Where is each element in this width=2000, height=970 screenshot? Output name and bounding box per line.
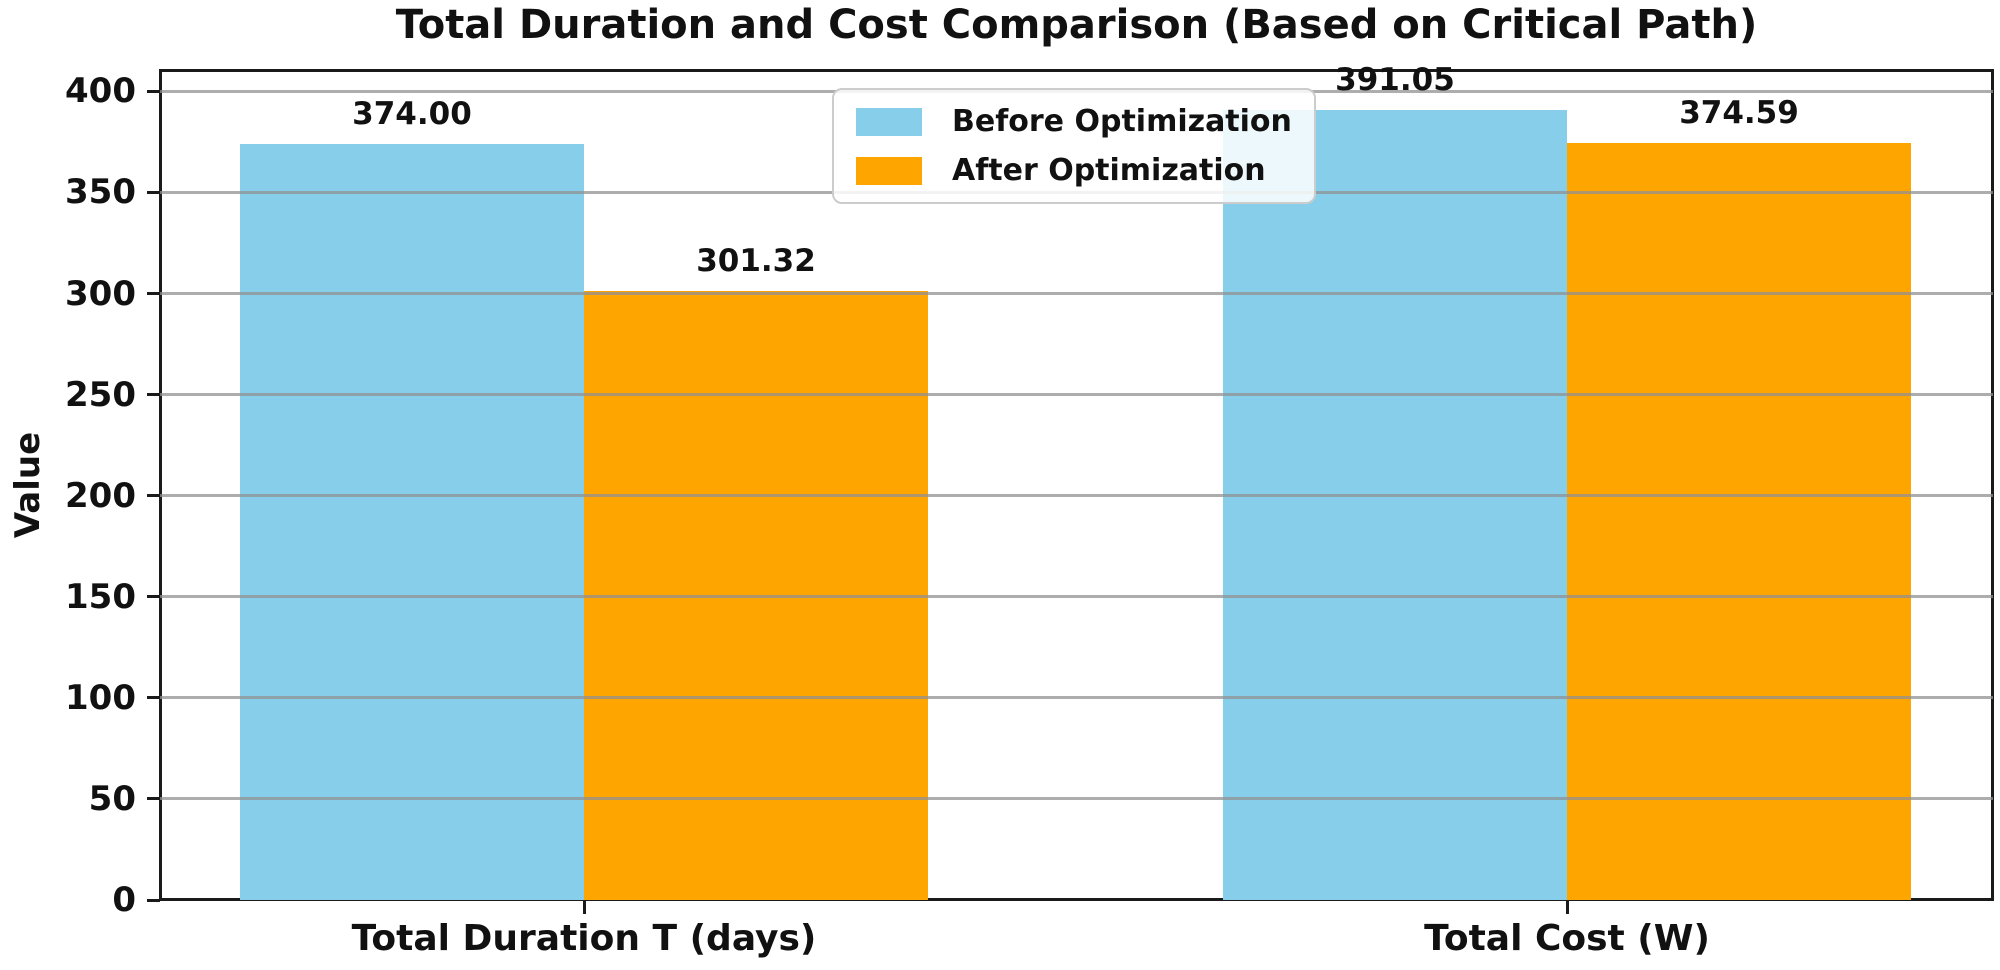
- legend-swatch: [856, 107, 922, 136]
- y-tick: [147, 190, 160, 194]
- y-tick-label: 0: [112, 880, 136, 920]
- y-tick-label: 400: [65, 71, 136, 112]
- legend-label: Before Optimization: [952, 104, 1292, 139]
- bar-value-label: 301.32: [696, 242, 816, 279]
- y-tick-label: 350: [65, 172, 136, 213]
- legend: Before Optimization After Optimization: [832, 88, 1316, 204]
- x-tick: [582, 900, 586, 914]
- y-tick-label: 300: [65, 273, 136, 314]
- bar-value-label: 374.00: [352, 96, 472, 132]
- y-tick-label: 250: [65, 374, 136, 415]
- x-tick-label: Total Cost (W): [1424, 918, 1710, 959]
- x-tick-label: Total Duration T (days): [351, 918, 817, 959]
- y-tick: [147, 89, 160, 93]
- y-tick: [147, 393, 160, 397]
- legend-item: Before Optimization: [856, 104, 1292, 139]
- legend-item: After Optimization: [856, 153, 1292, 188]
- y-tick: [147, 494, 160, 498]
- gridline: [160, 595, 1993, 599]
- plot-area: Before Optimization After Optimization 37…: [159, 62, 1994, 901]
- y-tick: [147, 797, 160, 801]
- y-tick-label: 50: [88, 778, 136, 819]
- bar-value-label: 374.59: [1679, 94, 1799, 131]
- y-tick-label: 100: [65, 677, 136, 718]
- bar-after-optimization: [1567, 142, 1912, 900]
- chart-title: Total Duration and Cost Comparison (Base…: [395, 2, 1758, 48]
- gridline: [160, 292, 1993, 296]
- gridline: [160, 696, 1993, 700]
- y-tick-label: 200: [65, 475, 136, 516]
- bar-value-label: 391.05: [1335, 61, 1455, 98]
- y-tick: [147, 696, 160, 700]
- gridline: [160, 494, 1993, 498]
- gridline: [160, 393, 1993, 397]
- y-tick: [147, 898, 160, 902]
- y-tick: [147, 292, 160, 296]
- y-tick-label: 150: [65, 576, 136, 617]
- legend-swatch: [856, 156, 922, 185]
- x-tick: [1565, 900, 1569, 914]
- legend-label: After Optimization: [952, 153, 1266, 188]
- bar-before-optimization: [1222, 109, 1567, 900]
- y-tick: [147, 595, 160, 599]
- bar-before-optimization: [239, 144, 584, 900]
- gridline: [160, 797, 1993, 801]
